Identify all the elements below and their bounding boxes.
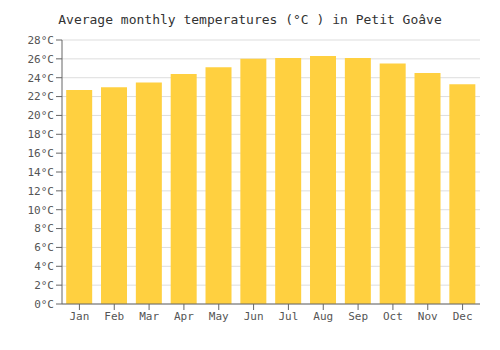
svg-text:14°C: 14°C [28,166,55,179]
svg-text:Aug: Aug [313,310,333,323]
svg-text:Oct: Oct [383,310,403,323]
svg-text:Jun: Jun [244,310,264,323]
svg-text:6°C: 6°C [34,241,54,254]
svg-text:22°C: 22°C [28,90,55,103]
svg-text:Mar: Mar [139,310,159,323]
svg-text:4°C: 4°C [34,260,54,273]
svg-text:24°C: 24°C [28,72,55,85]
svg-text:Apr: Apr [174,310,194,323]
svg-text:Sep: Sep [348,310,368,323]
svg-text:28°C: 28°C [28,34,55,47]
svg-text:Nov: Nov [418,310,438,323]
svg-text:18°C: 18°C [28,128,55,141]
svg-text:0°C: 0°C [34,298,54,311]
svg-text:Jul: Jul [278,310,298,323]
svg-text:20°C: 20°C [28,109,55,122]
svg-text:2°C: 2°C [34,279,54,292]
svg-text:Jan: Jan [69,310,89,323]
svg-text:10°C: 10°C [28,204,55,217]
svg-text:16°C: 16°C [28,147,55,160]
svg-text:Dec: Dec [453,310,473,323]
svg-text:Feb: Feb [104,310,124,323]
svg-text:12°C: 12°C [28,185,55,198]
html-text:Average monthly temperatures (: Average monthly temperatures (°C ) in Pe… [58,12,442,27]
svg-text:May: May [209,310,229,323]
svg-text:8°C: 8°C [34,222,54,235]
svg-text:26°C: 26°C [28,53,55,66]
